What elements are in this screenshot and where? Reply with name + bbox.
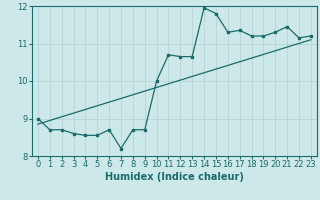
X-axis label: Humidex (Indice chaleur): Humidex (Indice chaleur) <box>105 172 244 182</box>
